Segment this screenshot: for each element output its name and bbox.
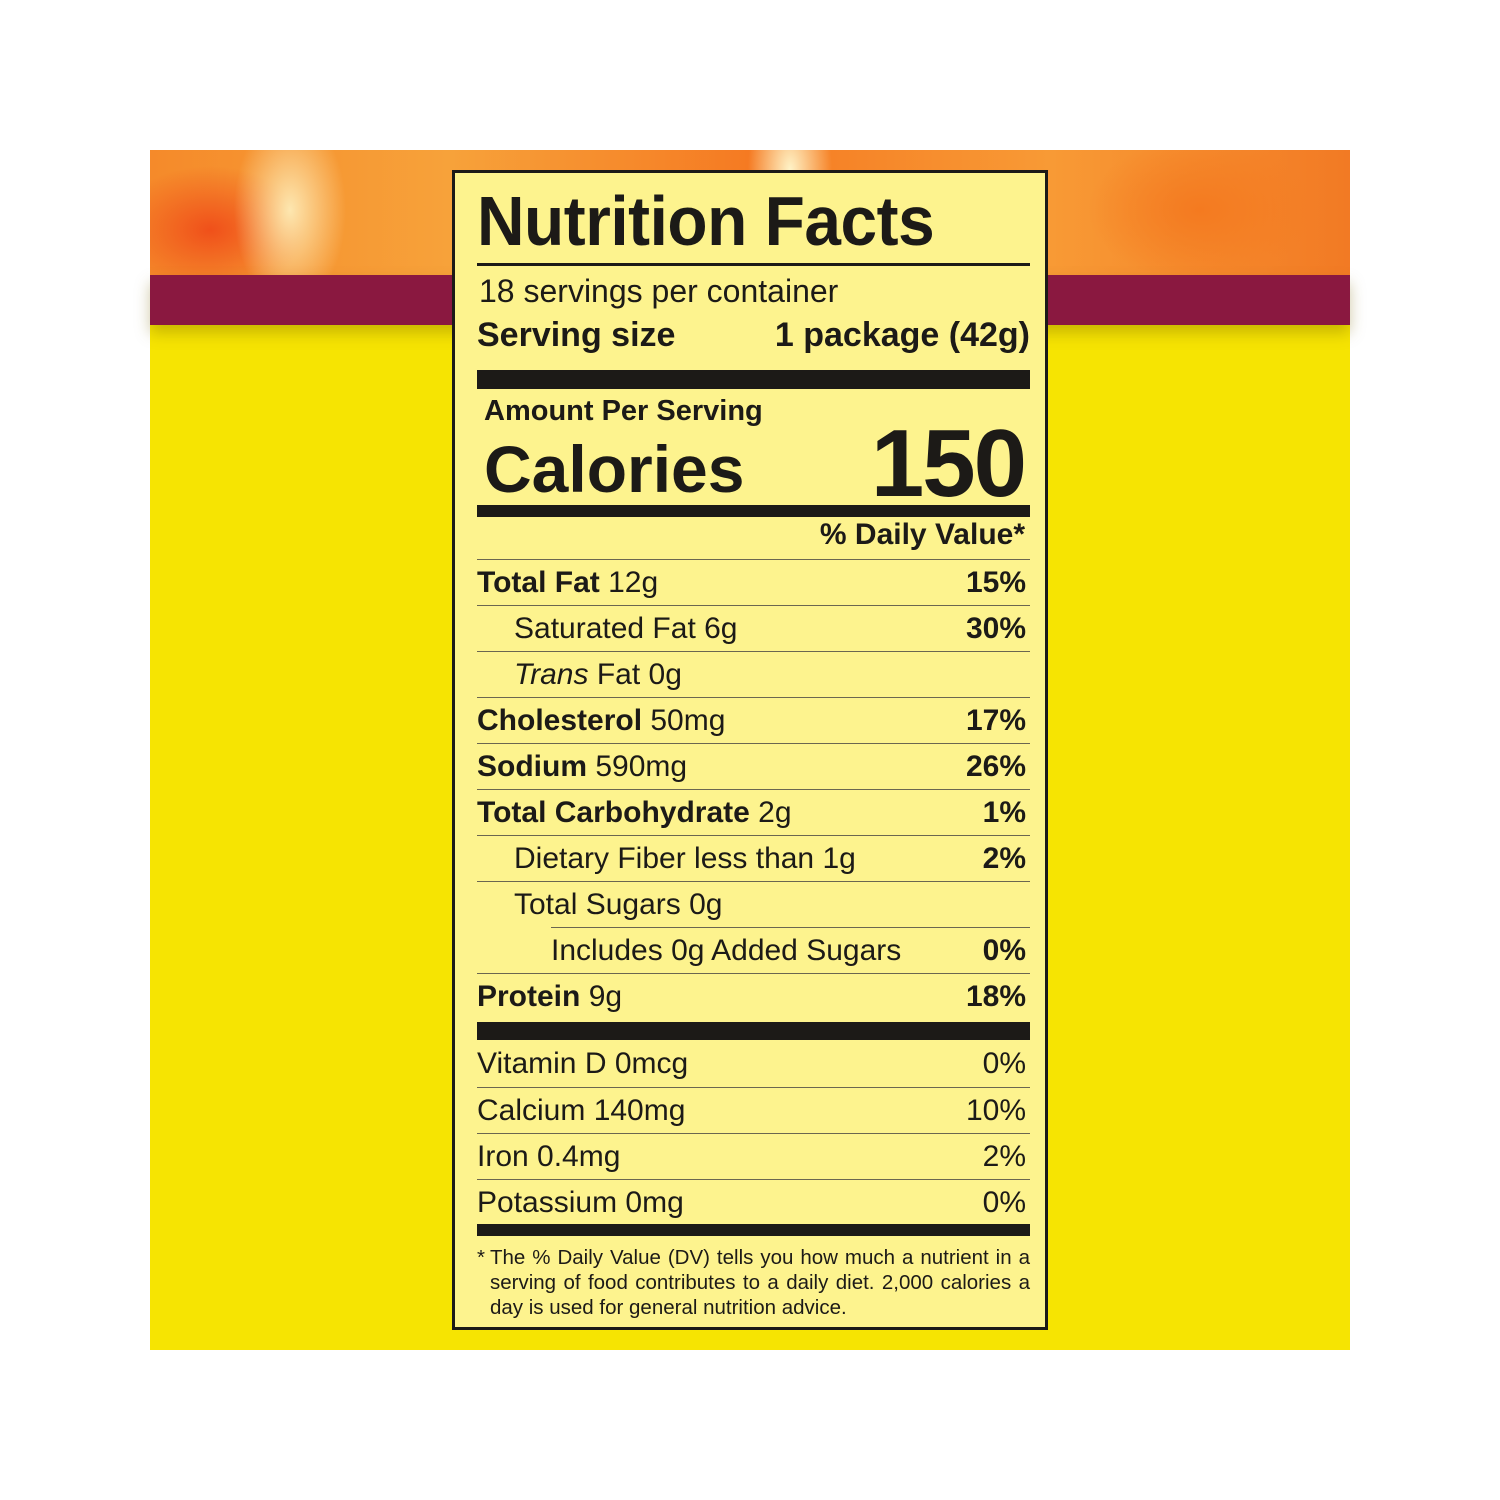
nutrient-amount: 0g (648, 658, 682, 691)
nutrient-row: Protein 9g 18% (477, 973, 1030, 1020)
vitamin-row: Iron 0.4mg 2% (477, 1133, 1030, 1180)
vitamin-name: Iron 0.4mg (477, 1140, 621, 1173)
nutrition-facts-label: Nutrition Facts 18 servings per containe… (452, 170, 1048, 1330)
calories-label: Calories (484, 432, 745, 506)
nutrient-amount: 9g (588, 980, 623, 1013)
nutrient-row: Total Sugars 0g (477, 881, 1030, 928)
vitamin-name: Potassium 0mg (477, 1186, 684, 1219)
nutrient-name: Saturated Fat 6g (514, 606, 738, 652)
nutrient-name: Includes 0g Added Sugars (551, 928, 901, 974)
nutrient-row: Dietary Fiber less than 1g 2% (477, 835, 1030, 882)
nutrient-daily-value: 15% (965, 566, 1026, 599)
nutrient-amount: 12g (608, 566, 659, 599)
nutrient-name: Sodium 590mg (477, 744, 687, 790)
nutrient-row: Includes 0g Added Sugars 0% (551, 927, 1030, 974)
thick-divider (477, 505, 1030, 517)
vitamin-daily-value: 10% (965, 1094, 1026, 1127)
nutrient-name: Trans Fat 0g (514, 652, 682, 698)
serving-size-value: 1 package (42g) (774, 316, 1030, 354)
nutrient-name: Total Sugars 0g (514, 882, 722, 928)
nutrient-daily-value: 17% (965, 704, 1026, 737)
daily-value-header: % Daily Value* (819, 518, 1025, 551)
nutrient-label: Cholesterol (477, 704, 643, 737)
vitamin-daily-value: 0% (982, 1047, 1026, 1080)
nutrient-amount: 1g (822, 842, 856, 875)
nutrient-label: Total Fat (477, 566, 600, 599)
vitamin-daily-value: 0% (982, 1186, 1026, 1219)
nutrient-label: Trans (514, 658, 589, 691)
vitamin-row: Potassium 0mg 0% (477, 1179, 1030, 1226)
amount-per-serving: Amount Per Serving (484, 395, 763, 427)
footnote-text: The % Daily Value (DV) tells you how muc… (490, 1246, 1030, 1319)
vitamin-row: Vitamin D 0mcg 0% (477, 1041, 1030, 1087)
nutrient-row: Saturated Fat 6g 30% (477, 605, 1030, 652)
footnote-asterisk: * (477, 1246, 485, 1269)
calories-value: 150 (870, 410, 1027, 517)
nutrient-row: Total Fat 12g 15% (477, 559, 1030, 606)
nutrient-row: Trans Fat 0g (477, 651, 1030, 698)
nutrient-daily-value: 0% (982, 934, 1026, 967)
nutrient-amount: 0g (689, 888, 723, 921)
nutrient-daily-value: 1% (982, 796, 1026, 829)
nutrient-name: Cholesterol 50mg (477, 698, 725, 744)
nutrient-label-rest: Fat (596, 658, 641, 691)
vitamin-name: Vitamin D 0mcg (477, 1047, 689, 1080)
nutrient-label: Total Sugars (514, 888, 681, 921)
vitamin-row: Calcium 140mg 10% (477, 1087, 1030, 1134)
nutrient-amount: 6g (704, 612, 738, 645)
vitamin-name: Calcium 140mg (477, 1094, 686, 1127)
nutrient-amount: 590mg (595, 750, 688, 783)
thick-divider (477, 1224, 1030, 1236)
vitamin-daily-value: 2% (982, 1140, 1026, 1173)
nutrient-label: Dietary Fiber less than (514, 842, 815, 875)
nutrient-daily-value: 18% (965, 980, 1026, 1013)
servings-per-container: 18 servings per container (479, 273, 839, 309)
nutrient-label: Protein (477, 980, 581, 1013)
nutrient-name: Dietary Fiber less than 1g (514, 836, 856, 882)
nutrient-name: Total Fat 12g (477, 560, 658, 606)
nutrient-label: Sodium (477, 750, 587, 783)
divider (477, 263, 1030, 266)
nutrient-amount: 50mg (650, 704, 726, 737)
nutrient-amount: 2g (758, 796, 792, 829)
nutrient-name: Total Carbohydrate 2g (477, 790, 792, 836)
thick-divider (477, 1022, 1030, 1040)
nutrient-daily-value: 2% (982, 842, 1026, 875)
nutrient-daily-value: 30% (965, 612, 1026, 645)
nutrient-row: Total Carbohydrate 2g 1% (477, 789, 1030, 836)
label-title: Nutrition Facts (477, 182, 935, 260)
nutrient-label: Includes 0g Added Sugars (551, 934, 902, 967)
thick-divider (477, 370, 1030, 389)
nutrient-label: Total Carbohydrate (477, 796, 750, 829)
serving-size-label: Serving size (477, 316, 676, 354)
nutrient-row: Sodium 590mg 26% (477, 743, 1030, 790)
nutrient-name: Protein 9g (477, 974, 622, 1020)
nutrient-label: Saturated Fat (514, 612, 696, 645)
nutrient-daily-value: 26% (965, 750, 1026, 783)
footnote: * The % Daily Value (DV) tells you how m… (477, 1245, 1030, 1320)
nutrient-row: Cholesterol 50mg 17% (477, 697, 1030, 744)
